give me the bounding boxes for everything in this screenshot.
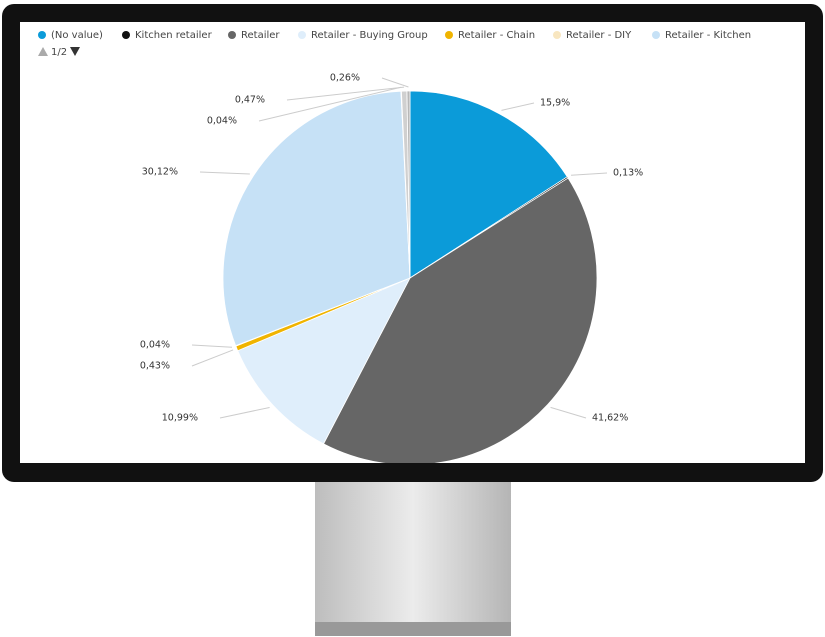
legend-label: Retailer - DIY <box>566 30 632 41</box>
stand-base <box>315 622 511 636</box>
legend-label: Kitchen retailer <box>135 30 213 41</box>
stand <box>315 480 511 625</box>
leader-line <box>550 406 587 419</box>
pie <box>222 90 598 463</box>
leader-line <box>381 77 409 88</box>
data-label: 0,26% <box>330 73 360 84</box>
data-label: 0,04% <box>140 340 170 351</box>
data-label: 0,43% <box>140 361 170 372</box>
data-label: 10,99% <box>162 413 198 424</box>
legend-page: 1/2 <box>51 47 67 58</box>
leader-line <box>219 406 270 419</box>
leader-line <box>199 171 250 175</box>
data-label: 0,04% <box>207 116 237 127</box>
data-label: 15,9% <box>540 98 570 109</box>
legend: (No value) Kitchen retailer Retailer Retail… <box>38 30 751 41</box>
pie-slice <box>409 90 568 279</box>
legend-marker <box>445 31 453 39</box>
leader-line <box>191 349 234 367</box>
legend-label: Retailer - Chain <box>458 30 535 41</box>
leader-line <box>286 86 405 101</box>
data-label: 30,12% <box>142 167 178 178</box>
leader-line <box>191 344 233 348</box>
legend-label: Retailer - Kitchen <box>665 30 751 41</box>
pie-slice <box>406 90 411 279</box>
legend-marker <box>553 31 561 39</box>
legend-marker <box>298 31 306 39</box>
legend-label: (No value) <box>51 30 103 41</box>
legend-label: Retailer <box>241 30 280 41</box>
legend-marker <box>38 31 46 39</box>
leader-line <box>501 102 535 111</box>
legend-prev[interactable] <box>38 47 48 56</box>
legend-marker <box>652 31 660 39</box>
legend-marker <box>228 31 236 39</box>
pie-slice <box>222 90 411 347</box>
data-label: 0,13% <box>613 168 643 179</box>
pie-slice <box>322 177 598 463</box>
data-label: 41,62% <box>592 413 628 424</box>
pie-slice <box>237 277 411 445</box>
legend-label: Retailer - Buying Group <box>311 30 428 41</box>
data-label: 0,47% <box>235 95 265 106</box>
legend-marker <box>122 31 130 39</box>
leader-line <box>571 172 608 176</box>
leader-line <box>258 86 402 122</box>
legend-next[interactable] <box>70 47 80 56</box>
